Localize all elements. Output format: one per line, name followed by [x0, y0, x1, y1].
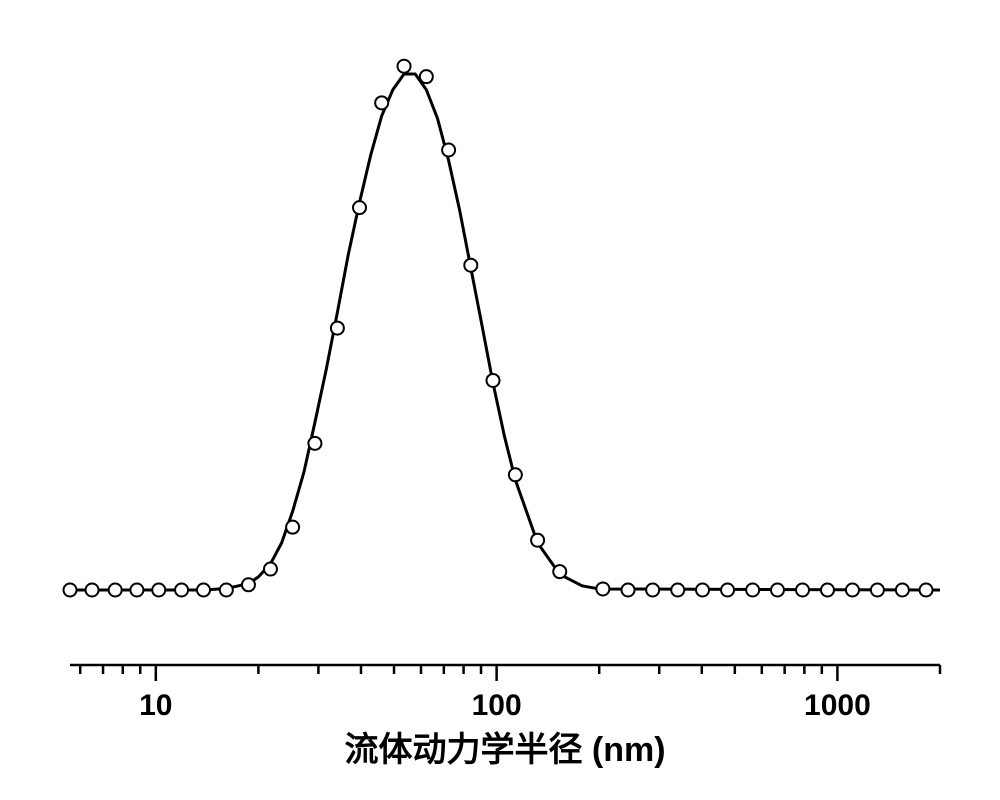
data-marker: [920, 584, 933, 597]
data-marker: [308, 437, 321, 450]
data-marker: [846, 584, 859, 597]
data-marker: [646, 584, 659, 597]
data-marker: [242, 578, 255, 591]
data-marker: [531, 534, 544, 547]
data-marker: [152, 584, 165, 597]
data-marker: [696, 584, 709, 597]
data-marker: [746, 584, 759, 597]
data-marker: [420, 70, 433, 83]
data-marker: [64, 584, 77, 597]
data-marker: [353, 201, 366, 214]
data-marker: [622, 584, 635, 597]
data-marker: [509, 468, 522, 481]
data-marker: [896, 584, 909, 597]
data-marker: [331, 322, 344, 335]
data-marker: [109, 584, 122, 597]
data-marker: [286, 521, 299, 534]
data-marker: [553, 565, 566, 578]
x-axis-label: 流体动力学半径 (nm): [344, 730, 665, 769]
data-marker: [86, 584, 99, 597]
x-tick-label: 100: [472, 689, 522, 722]
x-tick-label: 1000: [804, 689, 871, 722]
fitted-curve: [70, 74, 940, 590]
data-marker: [264, 563, 277, 576]
data-marker: [464, 259, 477, 272]
data-marker: [398, 60, 411, 73]
data-marker: [197, 584, 210, 597]
data-marker: [375, 96, 388, 109]
chart-container: 10 100 1000 流体动力学半径 (nm): [40, 30, 960, 770]
distribution-chart: 10 100 1000 流体动力学半径 (nm): [40, 30, 960, 770]
x-tick-label: 10: [139, 689, 172, 722]
data-marker: [220, 584, 233, 597]
data-marker: [871, 584, 884, 597]
data-marker: [487, 374, 500, 387]
data-marker: [442, 144, 455, 157]
data-marker: [796, 584, 809, 597]
data-marker: [771, 584, 784, 597]
data-marker: [596, 582, 609, 595]
data-marker: [175, 584, 188, 597]
data-marker: [130, 584, 143, 597]
data-marker: [821, 584, 834, 597]
data-marker: [721, 584, 734, 597]
data-marker: [671, 584, 684, 597]
